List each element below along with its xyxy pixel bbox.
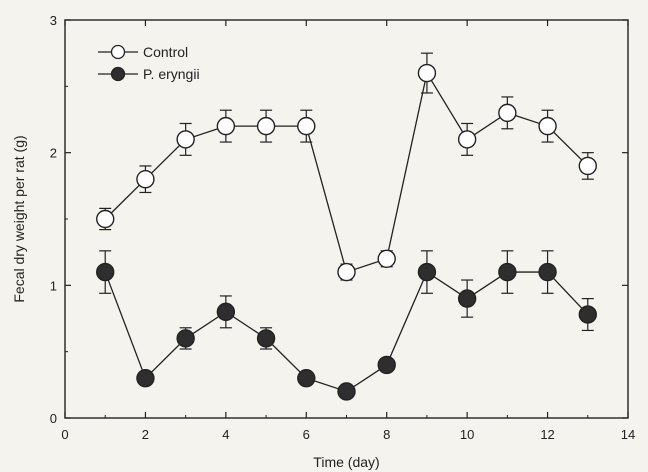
data-point bbox=[337, 382, 356, 401]
legend-label: Control bbox=[143, 44, 188, 60]
data-point bbox=[176, 329, 195, 348]
series-layer bbox=[96, 52, 597, 401]
data-point bbox=[498, 262, 517, 282]
data-point bbox=[136, 169, 155, 189]
legend-item: P. eryngii bbox=[98, 66, 200, 82]
x-tick-label: 0 bbox=[61, 427, 68, 442]
data-point bbox=[417, 63, 437, 83]
series-control bbox=[96, 52, 597, 282]
x-axis-label: Time (day) bbox=[313, 454, 379, 470]
legend-marker bbox=[110, 44, 126, 60]
series-line bbox=[104, 71, 589, 273]
data-point bbox=[337, 262, 356, 282]
data-point bbox=[256, 329, 276, 348]
data-point bbox=[538, 116, 557, 136]
y-tick-label: 3 bbox=[50, 13, 57, 28]
x-tick-label: 8 bbox=[383, 427, 390, 442]
legend-label: P. eryngii bbox=[143, 66, 200, 82]
data-point bbox=[498, 103, 517, 123]
data-point bbox=[578, 156, 597, 176]
data-point bbox=[538, 262, 557, 282]
data-point bbox=[96, 262, 115, 282]
data-point bbox=[176, 130, 195, 149]
series-p-eryngii bbox=[96, 250, 597, 401]
data-point bbox=[216, 116, 236, 136]
data-point bbox=[216, 302, 236, 322]
y-axis-label: Fecal dry weight per rat (g) bbox=[11, 135, 27, 302]
x-tick-label: 12 bbox=[540, 427, 554, 442]
y-tick-label: 1 bbox=[50, 278, 57, 293]
x-tick-label: 14 bbox=[621, 427, 635, 442]
data-point bbox=[578, 305, 597, 324]
x-tick-label: 4 bbox=[222, 427, 229, 442]
data-point bbox=[96, 209, 115, 229]
legend: Control P. eryngii bbox=[98, 44, 200, 82]
data-point bbox=[297, 369, 316, 388]
legend-marker bbox=[110, 66, 126, 82]
data-point bbox=[457, 289, 477, 308]
data-point bbox=[377, 355, 396, 375]
y-tick-label: 2 bbox=[50, 146, 57, 161]
data-point bbox=[256, 116, 276, 136]
series-line bbox=[104, 271, 589, 393]
x-tick-label: 10 bbox=[460, 427, 474, 442]
x-tick-label: 6 bbox=[303, 427, 310, 442]
data-point bbox=[457, 130, 477, 149]
data-point bbox=[297, 116, 316, 136]
data-point bbox=[417, 262, 437, 282]
data-point bbox=[136, 369, 155, 388]
data-point bbox=[377, 249, 396, 268]
y-tick-label: 0 bbox=[50, 411, 57, 426]
x-tick-label: 2 bbox=[142, 427, 149, 442]
legend-item: Control bbox=[98, 44, 188, 60]
